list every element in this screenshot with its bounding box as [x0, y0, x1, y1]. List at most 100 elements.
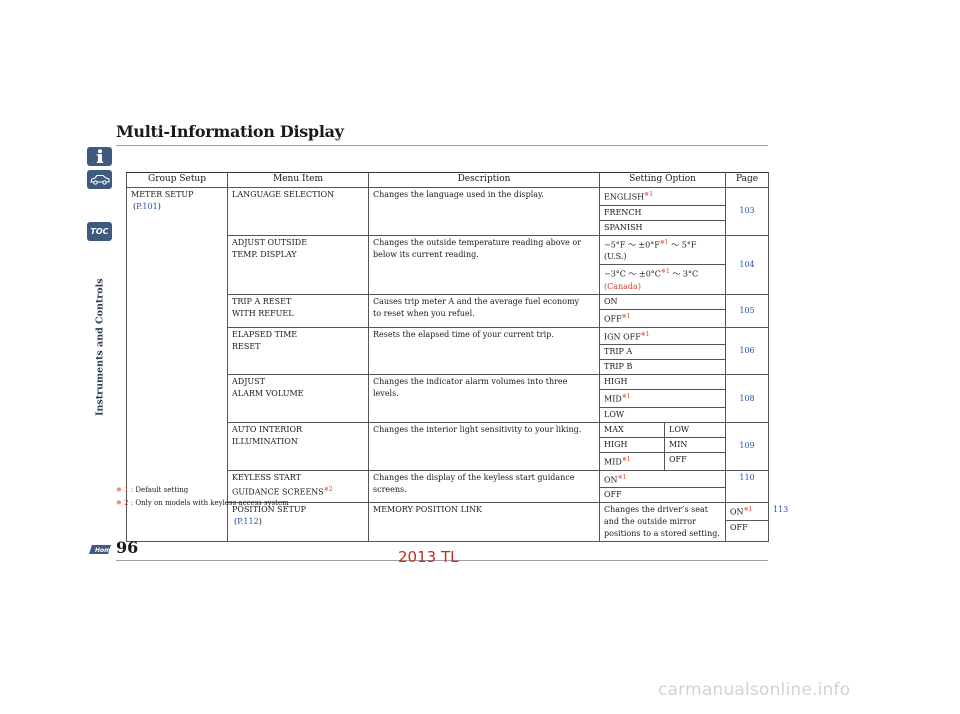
description-line: Changes the driver’s seat and the outsid… [604, 505, 708, 527]
description-line: Causes trip meter A and the average fuel… [373, 296, 580, 306]
setting-options: −5°F ～ ±0°F✵1 ～ 5°F (U.S.) −3°C ～ ±0°C✵1… [599, 234, 726, 295]
option: FRENCH [600, 206, 725, 221]
page-ref[interactable]: 103 [725, 187, 769, 236]
page-ref[interactable]: 110 [725, 469, 769, 504]
table-row: ADJUST OUTSIDE TEMP. DISPLAY Changes the … [127, 234, 769, 295]
setting-options: ON OFF✵1 [599, 293, 726, 328]
option: ON [600, 295, 725, 310]
group-name: METER SETUP [131, 190, 194, 199]
footnote-mark: ✵1 [617, 473, 627, 481]
page-ref[interactable]: 105 [725, 293, 769, 328]
region-note: (U.S.) [604, 252, 627, 262]
option: TRIP A [600, 345, 725, 361]
description-line: Changes the indicator alarm volumes into… [373, 377, 568, 387]
footnote-mark: ✵2 [323, 485, 333, 493]
header-setting-option: Setting Option [599, 172, 726, 188]
menu-item-line: AUTO INTERIOR [232, 424, 303, 434]
menu-item-line: ADJUST OUTSIDE [232, 237, 308, 247]
index-tab[interactable] [87, 147, 112, 166]
option: OFF [730, 522, 748, 532]
description-line: below its current reading. [373, 249, 479, 259]
group-link-wrap: (P.112) [234, 517, 262, 527]
option: OFF [604, 490, 622, 500]
option-us: −5°F ～ ±0°F✵1 ～ 5°F (U.S.) [600, 236, 725, 266]
footnote-text: Default setting [135, 486, 189, 494]
setting-options: MAX LOW HIGH MIN MID✵1 OFF [599, 421, 726, 471]
option: MID✵1 [600, 390, 725, 408]
group-position-setup: POSITION SETUP (P.112) [227, 502, 369, 543]
menu-item: KEYLESS START GUIDANCE SCREENS✵2 [227, 469, 369, 504]
toc-label: TOC [90, 227, 109, 236]
header-description: Description [368, 172, 600, 188]
footnote-mark: ✵1 [660, 268, 670, 276]
option: MAX [600, 422, 665, 437]
option: SPANISH [604, 222, 643, 232]
menu-item-line: ALARM VOLUME [232, 389, 304, 399]
option: OFF✵1 [600, 310, 725, 327]
option: LOW [604, 409, 625, 419]
footnote-mark: ✵1 [621, 312, 631, 320]
table-row: POSITION SETUP (P.112) MEMORY POSITION L… [127, 502, 788, 543]
page-ref[interactable]: 108 [725, 374, 769, 423]
description: Changes the outside temperature reading … [368, 234, 600, 295]
page-ref[interactable]: 106 [725, 326, 769, 376]
table-row: KEYLESS START GUIDANCE SCREENS✵2 Changes … [127, 469, 769, 504]
option-range: −5°F ～ ±0°F✵1 ～ 5°F [604, 237, 721, 252]
option-label: −3°C ～ ±0°C [604, 269, 661, 279]
settings-table: Group Setup Menu Item Description Settin… [126, 172, 788, 543]
menu-item-line: ILLUMINATION [232, 436, 298, 446]
description: Changes the driver’s seat and the outsid… [599, 502, 726, 543]
table-row: ELAPSED TIME RESET Resets the elapsed tim… [127, 326, 769, 376]
option-label: IGN OFF [604, 332, 641, 342]
description: Changes the language used in the display… [368, 187, 600, 236]
page-number: 96 [116, 538, 139, 557]
header-group-setup: Group Setup [126, 172, 228, 188]
region-note: (Canada) [604, 281, 641, 291]
group-meter-setup: METER SETUP (P.101) [126, 186, 228, 543]
home-icon[interactable]: Home [87, 542, 113, 556]
menu-item: TRIP A RESET WITH REFUEL [227, 293, 369, 328]
footnote: ✵ 1 : Default setting [116, 486, 188, 494]
description: Causes trip meter A and the average fuel… [368, 293, 600, 328]
menu-item: ADJUST ALARM VOLUME [227, 374, 369, 423]
info-icon [96, 149, 103, 163]
option: TRIP B [604, 362, 633, 372]
table-header-row: Group Setup Menu Item Description Settin… [126, 172, 769, 188]
option-label: ON [604, 475, 618, 485]
description-line: Changes the interior light sensitivity t… [373, 424, 582, 434]
setting-options: IGN OFF✵1 TRIP A TRIP B [599, 326, 726, 376]
option-label: ～ 5°F [668, 240, 697, 250]
page-ref[interactable]: 104 [725, 234, 769, 295]
menu-item-line: ELAPSED TIME [232, 329, 298, 339]
menu-item: ADJUST OUTSIDE TEMP. DISPLAY [227, 234, 369, 295]
page-link[interactable]: P.112 [237, 517, 259, 527]
option-label: MID [604, 394, 622, 404]
menu-item-line: MEMORY POSITION LINK [373, 505, 483, 515]
page-link[interactable]: P.101 [136, 202, 158, 211]
footnote-mark: ✵1 [644, 191, 654, 198]
footer-divider [116, 560, 768, 561]
group-name: POSITION SETUP [232, 505, 306, 515]
description: Changes the indicator alarm volumes into… [368, 374, 600, 423]
group-link-wrap: (P.101) [133, 202, 161, 211]
option-label: ENGLISH [604, 192, 645, 202]
watermark: carmanualsonline.info [658, 680, 851, 700]
setting-options: ON✵1 OFF [725, 502, 769, 543]
option-label: −5°F ～ ±0°F [604, 240, 660, 250]
page-ref[interactable]: 109 [725, 421, 769, 471]
setting-options: HIGH MID✵1 LOW [599, 374, 726, 423]
setting-options: ON✵1 OFF [599, 469, 726, 504]
vehicle-tab[interactable] [87, 170, 112, 189]
toc-tab[interactable]: TOC [87, 222, 112, 241]
page-title: Multi-Information Display [116, 122, 344, 141]
description-line: levels. [373, 389, 399, 399]
option-label: MID [604, 457, 622, 467]
title-divider [116, 145, 768, 146]
option: ON✵1 [726, 503, 768, 521]
menu-item: ELAPSED TIME RESET [227, 326, 369, 376]
option-pair: MAX LOW [600, 422, 725, 438]
option-canada: −3°C ～ ±0°C✵1 ～ 3°C (Canada) [600, 265, 725, 294]
description-line: to reset when you refuel. [373, 308, 475, 318]
option: MID✵1 [600, 452, 665, 470]
description: Resets the elapsed time of your current … [368, 326, 600, 376]
